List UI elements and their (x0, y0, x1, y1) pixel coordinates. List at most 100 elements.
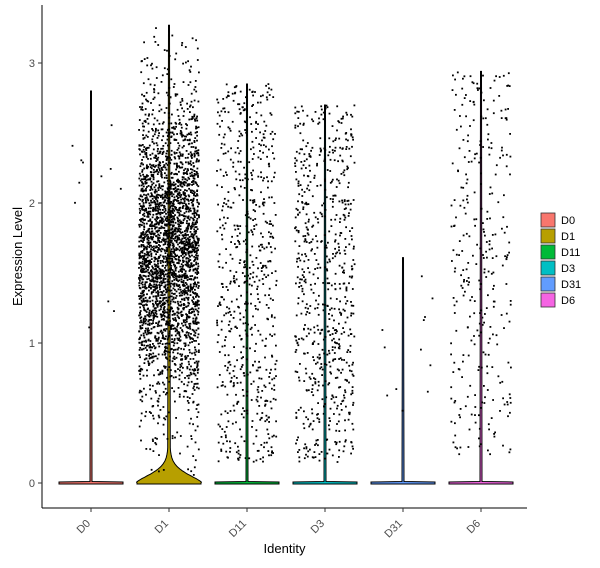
data-point (165, 328, 168, 330)
data-point (172, 270, 175, 273)
data-point (161, 292, 164, 294)
data-point (178, 304, 180, 307)
data-point (302, 124, 305, 126)
data-point (495, 164, 498, 167)
data-point (267, 433, 270, 435)
data-point (262, 212, 265, 215)
data-point (238, 152, 241, 155)
data-point (237, 457, 239, 460)
data-point (483, 402, 486, 404)
data-point (255, 342, 257, 345)
data-point (262, 144, 265, 146)
data-point (303, 240, 306, 243)
data-point (156, 278, 159, 281)
data-point (197, 267, 199, 270)
data-point (161, 188, 164, 191)
data-point (193, 223, 195, 226)
data-point (158, 122, 161, 125)
data-point (189, 105, 191, 108)
data-point (164, 329, 167, 332)
data-point (246, 373, 249, 376)
data-point (193, 113, 196, 116)
data-point (194, 119, 197, 122)
data-point (142, 178, 145, 181)
data-point (176, 306, 179, 309)
data-point (196, 371, 199, 374)
data-point (181, 294, 183, 297)
data-point (167, 156, 170, 158)
data-point (196, 276, 199, 279)
data-point (147, 100, 150, 103)
data-point (169, 355, 171, 358)
data-point (186, 229, 189, 232)
data-point (165, 152, 168, 155)
data-point (188, 310, 190, 313)
data-point (185, 210, 188, 213)
data-point (313, 377, 315, 380)
data-point (171, 230, 174, 233)
data-point (161, 372, 164, 375)
data-point (168, 232, 171, 235)
data-point (342, 171, 345, 174)
data-point (315, 235, 317, 237)
data-point (238, 241, 240, 243)
data-point (161, 337, 164, 340)
data-point (232, 317, 235, 319)
data-point (183, 277, 186, 280)
data-point (463, 280, 465, 283)
data-point (503, 403, 506, 406)
data-point (170, 267, 172, 269)
data-point (401, 409, 404, 412)
data-point (257, 449, 260, 452)
data-point (234, 442, 237, 445)
data-point (159, 262, 162, 264)
data-point (176, 166, 178, 169)
data-point (183, 321, 185, 323)
data-point (173, 162, 176, 165)
data-point (144, 246, 147, 249)
data-point (187, 315, 190, 318)
data-point (148, 202, 151, 205)
data-point (165, 177, 168, 179)
data-point (161, 239, 164, 241)
data-point (170, 136, 173, 138)
data-point (308, 155, 311, 158)
data-point (487, 423, 490, 426)
data-point (179, 259, 182, 262)
data-point (168, 330, 171, 333)
data-point (165, 350, 168, 353)
data-point (477, 89, 479, 91)
data-point (149, 384, 151, 387)
data-point (152, 318, 155, 320)
data-point (177, 302, 180, 305)
data-point (338, 322, 340, 325)
data-point (169, 96, 172, 98)
data-point (160, 340, 162, 342)
data-point (299, 259, 302, 262)
data-point (198, 214, 200, 217)
data-point (349, 351, 352, 353)
data-point (163, 314, 166, 317)
data-point (300, 105, 303, 108)
data-point (191, 175, 194, 178)
data-point (497, 201, 500, 204)
data-point (188, 187, 190, 190)
data-point (142, 244, 145, 246)
data-point (331, 339, 333, 342)
data-point (470, 339, 473, 342)
data-point (331, 125, 334, 127)
data-point (154, 336, 157, 339)
data-point (251, 260, 254, 263)
data-point (451, 89, 454, 91)
data-point (326, 106, 329, 109)
data-point (338, 137, 341, 140)
data-point (455, 128, 458, 131)
data-point (351, 267, 354, 270)
data-point (221, 296, 224, 299)
data-point (344, 321, 347, 324)
data-point (221, 381, 224, 383)
data-point (149, 314, 152, 317)
data-point (153, 316, 155, 319)
data-point (184, 215, 187, 218)
data-point (166, 49, 168, 52)
